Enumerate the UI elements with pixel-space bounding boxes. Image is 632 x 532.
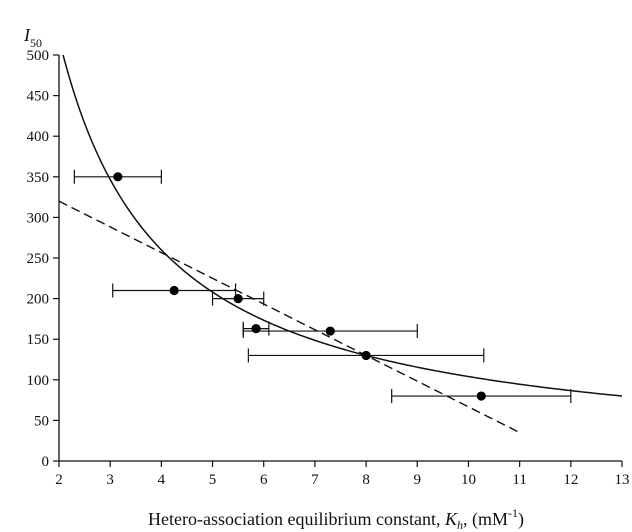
y-tick-label: 500	[27, 48, 50, 64]
x-tick-label: 4	[158, 472, 166, 488]
y-tick-label: 400	[27, 129, 50, 145]
data-point	[361, 350, 371, 361]
svg-text:Hetero-association equilibrium: Hetero-association equilibrium constant,…	[148, 506, 524, 532]
y-tick-label: 300	[27, 210, 50, 226]
x-tick-label: 8	[362, 472, 370, 488]
x-axis-title-unit-open: , (mM	[463, 509, 508, 530]
x-axis-title-symbol: K	[444, 509, 458, 529]
y-tick-label: 150	[27, 332, 50, 348]
x-ticks: 2 3 4 5 6 7 8 9 10 11 12 13	[55, 461, 630, 488]
y-axis-title-symbol: I	[23, 25, 31, 45]
x-tick-label: 7	[311, 472, 319, 488]
error-bars	[73, 169, 572, 404]
x-tick-label: 13	[615, 472, 630, 488]
y-tick-label: 0	[42, 454, 50, 470]
x-tick-label: 2	[55, 472, 63, 488]
x-axis-title-symbol-sub: h	[457, 518, 463, 532]
y-tick-label: 250	[27, 251, 50, 267]
y-axis-title: I50	[23, 25, 42, 50]
x-axis-title-unit-close: )	[518, 509, 524, 530]
x-tick-label: 6	[260, 472, 268, 488]
y-axis-title-subscript: 50	[30, 36, 42, 50]
data-points	[113, 172, 486, 401]
data-point	[251, 324, 261, 334]
x-tick-label: 10	[461, 472, 476, 488]
svg-text:I50: I50	[23, 25, 42, 50]
y-tick-label: 350	[27, 170, 50, 186]
x-tick-label: 11	[512, 472, 526, 488]
y-tick-label: 450	[27, 89, 50, 105]
power-fit-curve	[62, 54, 623, 397]
y-tick-label: 100	[27, 373, 50, 389]
y-ticks: 0 50 100 150 200 250 300 350 400 450 500	[27, 48, 59, 470]
x-tick-label: 9	[414, 472, 422, 488]
data-point	[169, 285, 179, 296]
y-tick-label: 50	[34, 413, 49, 429]
x-axis-title-main: Hetero-association equilibrium constant,	[148, 509, 445, 529]
data-point	[325, 326, 335, 336]
x-axis-title-unit-sup: -1	[508, 506, 518, 520]
y-tick-label: 200	[27, 292, 50, 308]
data-point	[113, 172, 123, 182]
x-axis-title: Hetero-association equilibrium constant,…	[148, 506, 524, 532]
x-tick-label: 5	[209, 472, 217, 488]
x-tick-label: 12	[563, 472, 578, 488]
x-tick-label: 3	[106, 472, 114, 488]
data-point	[233, 294, 243, 304]
data-point	[476, 391, 486, 401]
linear-fit-line	[58, 200, 520, 434]
